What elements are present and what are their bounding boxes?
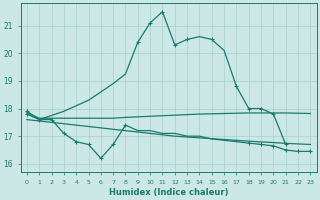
X-axis label: Humidex (Indice chaleur): Humidex (Indice chaleur) — [109, 188, 228, 197]
